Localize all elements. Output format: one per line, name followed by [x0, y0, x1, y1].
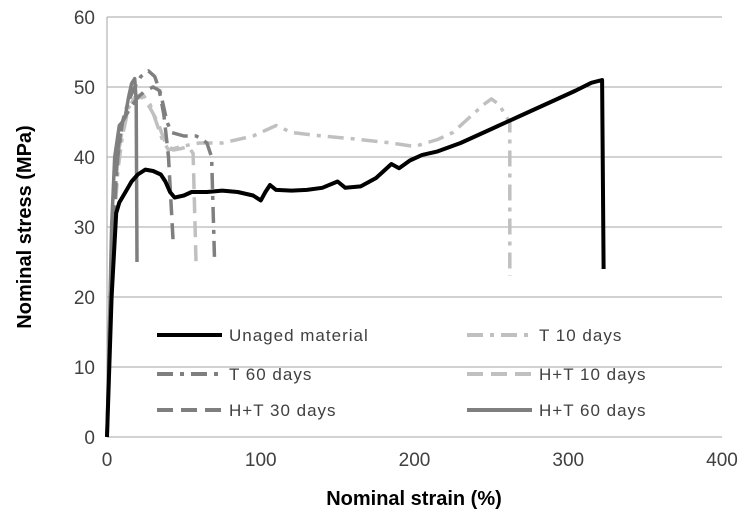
- y-tick-label: 40: [74, 148, 95, 169]
- y-tick-label: 10: [74, 358, 95, 379]
- x-tick-label: 200: [399, 450, 431, 471]
- y-tick-label: 30: [74, 218, 95, 239]
- gridlines: [107, 16, 722, 368]
- series-line-h-t-30-days: [105, 85, 175, 438]
- legend-label: H+T 60 days: [539, 401, 647, 420]
- x-tick-label: 100: [245, 450, 277, 471]
- y-tick-label: 20: [74, 288, 95, 309]
- legend-label: Unaged material: [229, 326, 369, 345]
- series-line-unaged-material: [105, 78, 606, 438]
- plot-area: [105, 69, 606, 438]
- x-tick-label: 300: [552, 450, 584, 471]
- y-axis-title: Nominal stress (MPa): [14, 125, 36, 328]
- series-line-h-t-60-days: [105, 76, 139, 438]
- series-line-t-60-days: [105, 69, 217, 438]
- axes: 0 10 20 30 40 50 60 0 100 200 300 400: [74, 8, 738, 471]
- x-tick-label: 0: [102, 450, 113, 471]
- legend-label: H+T 10 days: [539, 365, 647, 384]
- y-tick-label: 50: [74, 78, 95, 99]
- x-axis-title: Nominal strain (%): [326, 488, 502, 510]
- legend-label: T 60 days: [229, 365, 312, 384]
- y-tick-label: 60: [74, 8, 95, 29]
- y-tick-label: 0: [84, 428, 95, 449]
- legend-label: T 10 days: [539, 326, 622, 345]
- legend: Unaged material T 10 days T 60 days H+T 10 …: [157, 326, 647, 420]
- legend-label: H+T 30 days: [229, 401, 337, 420]
- x-tick-label: 400: [706, 450, 738, 471]
- series-line-h-t-10-days: [105, 95, 198, 438]
